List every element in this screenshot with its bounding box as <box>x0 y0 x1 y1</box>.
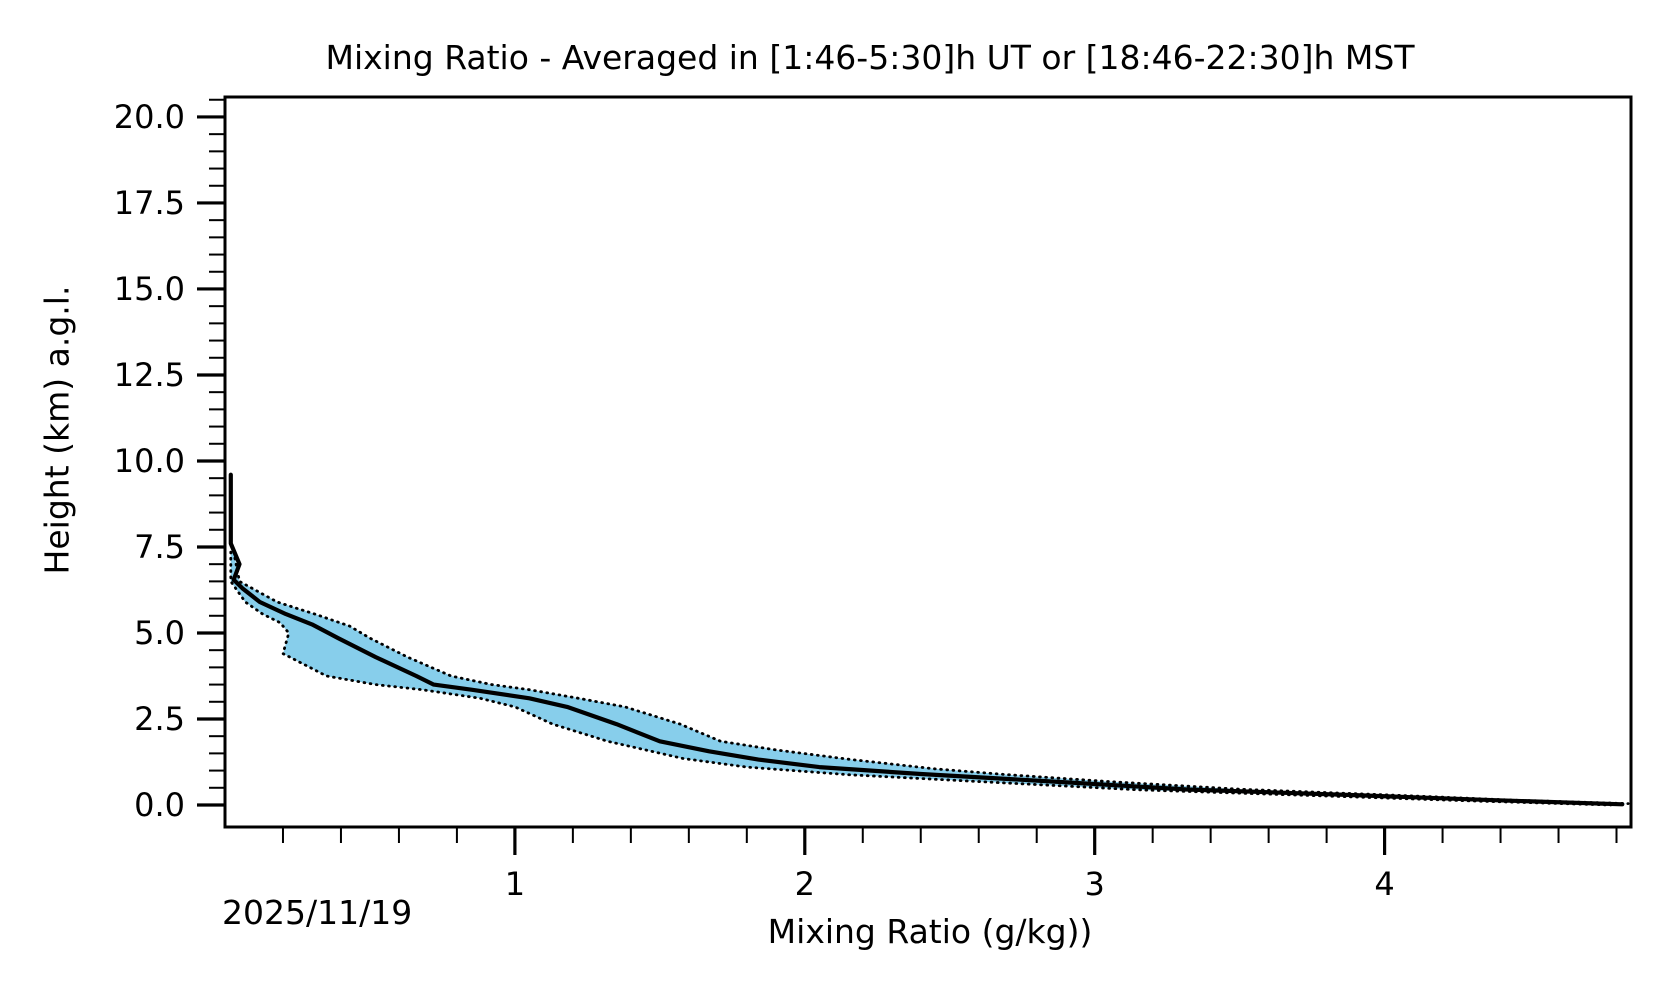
chart-title: Mixing Ratio - Averaged in [1:46-5:30]h … <box>325 38 1415 77</box>
mean-profile-line <box>228 472 1625 807</box>
y-tick-label: 17.5 <box>114 184 185 222</box>
x-tick-label: 3 <box>1085 865 1105 903</box>
y-tick-label: 7.5 <box>134 528 185 566</box>
band-lower-edge <box>229 550 1613 807</box>
y-tick-label: 12.5 <box>114 356 185 394</box>
y-tick-label: 5.0 <box>134 614 185 652</box>
x-axis-label: Mixing Ratio (g/kg)) <box>767 912 1093 951</box>
date-annotation: 2025/11/19 <box>222 893 413 932</box>
band-upper-edge <box>232 550 1630 805</box>
y-tick-label: 2.5 <box>134 700 185 738</box>
x-tick-label: 2 <box>795 865 815 903</box>
y-tick-label: 20.0 <box>114 98 185 136</box>
y-tick-label: 15.0 <box>114 270 185 308</box>
plot-border <box>223 95 1633 829</box>
y-tick-label: 10.0 <box>114 442 185 480</box>
y-tick-label: 0.0 <box>134 786 185 824</box>
x-tick-label: 1 <box>505 865 525 903</box>
x-tick-label: 4 <box>1374 865 1394 903</box>
